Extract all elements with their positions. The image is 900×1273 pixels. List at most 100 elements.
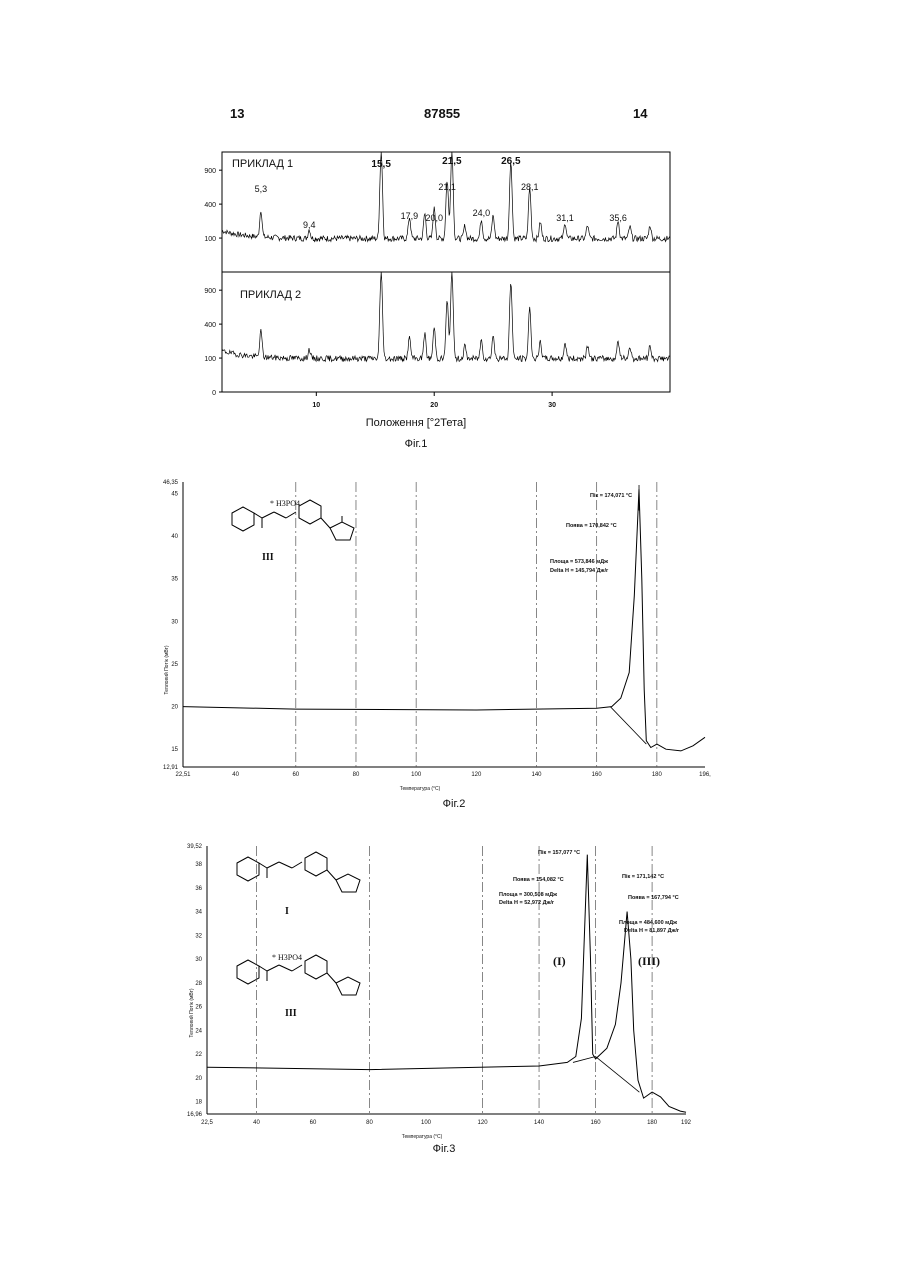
fig2-annotation: Пік = 174,071 °C [590, 493, 632, 499]
fig2-y-tick-label: 15 [171, 747, 178, 753]
fig3-annotation-I: Delta H = 52,972 Дж/г [499, 900, 555, 906]
fig1-caption: Фіг.1 [386, 438, 446, 450]
fig2-caption: Фіг.2 [424, 798, 484, 810]
fig3-y-tick-label: 18 [195, 1100, 202, 1106]
fig3-y-tick-label: 32 [195, 933, 202, 939]
fig1-pattern-line-2 [222, 272, 670, 362]
fig3-x-tick-label: 100 [421, 1120, 432, 1126]
fig3-annotation-I: Поява = 154,082 °C [513, 877, 564, 883]
fig2-dsc-curve [183, 489, 705, 751]
fig1-x-tick-label: 30 [548, 402, 556, 409]
fig2-x-tick-label: 160 [592, 772, 603, 778]
fig2-y-tick-label: 12,91 [163, 765, 179, 771]
fig3-y-tick-label: 22 [195, 1052, 202, 1058]
fig3-baseline-III [596, 1057, 640, 1093]
fig3-ylabel: Тепловий Потік (мВт) [188, 988, 195, 1037]
fig3-peak-I-label: (I) [553, 954, 566, 968]
fig1-peak-label: 17,9 [401, 211, 419, 221]
fig3-annotation-III: Пік = 171,142 °C [622, 874, 664, 880]
fig1-peak-label: 15,5 [371, 159, 391, 170]
fig2-y-tick-label: 20 [171, 705, 178, 711]
fig1-xlabel: Положення [°2Тета] [366, 417, 466, 429]
figure-3-dsc: Тепловий Потік (мВт) Температура (°C) I … [0, 838, 900, 1168]
fig3-y-tick-label: 28 [195, 981, 202, 987]
fig2-x-tick-label: 196, [699, 772, 711, 778]
fig1-peak-label: 26,5 [501, 156, 521, 167]
fig3-y-tick-label: 16,96 [187, 1112, 203, 1118]
fig3-xlabel: Температура (°C) [402, 1134, 443, 1140]
figure-1-xrd: ПРИКЛАД 1 ПРИКЛАД 2 Положення [°2Тета] 9… [0, 0, 900, 460]
fig2-y-tick-label: 30 [171, 619, 178, 625]
fig2-y-tick-label: 35 [171, 577, 178, 583]
fig3-compound-I-label: I [285, 906, 289, 917]
fig1-peak-label: 24,0 [473, 208, 491, 218]
fig3-salt-label: * H3PO4 [272, 953, 302, 962]
fig1-peak-label: 31,1 [556, 213, 574, 223]
fig3-annotation-III: Delta H = 81,897 Дж/г [624, 928, 680, 934]
fig3-structure-I [237, 852, 360, 892]
fig1-peak-label: 35,6 [609, 213, 627, 223]
fig3-annotation-I: Пік = 157,077 °C [538, 850, 580, 856]
fig2-compound-label: III [262, 552, 274, 563]
fig3-compound-III-label: III [285, 1008, 297, 1019]
fig1-peak-label: 28,1 [521, 182, 539, 192]
fig1-y-tick-label: 0 [212, 390, 216, 397]
fig3-y-tick-label: 36 [195, 886, 202, 892]
fig3-annotation-I: Площа = 300,508 мДж [499, 892, 557, 898]
fig2-x-tick-label: 100 [411, 772, 422, 778]
fig1-x-tick-label: 10 [312, 402, 320, 409]
fig2-y-tick-label: 45 [171, 492, 178, 498]
fig1-y-tick-label: 400 [204, 322, 216, 329]
fig3-peak-III-label: (III) [638, 954, 660, 968]
fig1-y-tick-label: 900 [204, 288, 216, 295]
fig2-y-tick-label: 40 [171, 534, 178, 540]
fig1-y-tick-label: 900 [204, 168, 216, 175]
fig2-x-tick-label: 140 [531, 772, 542, 778]
fig1-peak-label: 9,4 [303, 220, 316, 230]
fig2-x-tick-label: 40 [232, 772, 239, 778]
fig2-y-tick-label: 25 [171, 662, 178, 668]
fig2-annotation: Delta H = 145,794 Дж/г [550, 568, 609, 574]
fig3-caption: Фіг.3 [414, 1143, 474, 1155]
fig3-y-tick-label: 24 [195, 1028, 202, 1034]
fig3-y-tick-label: 26 [195, 1005, 202, 1011]
fig3-x-tick-label: 160 [591, 1120, 602, 1126]
fig1-y-tick-label: 100 [204, 356, 216, 363]
fig1-panel2-label: ПРИКЛАД 2 [240, 289, 301, 301]
fig3-annotation-III: Площа = 484,600 мДж [619, 920, 677, 926]
fig3-y-tick-label: 20 [195, 1076, 202, 1082]
fig3-x-tick-label: 40 [253, 1120, 260, 1126]
fig2-annotation: Площа = 573,846 мДж [550, 559, 608, 565]
fig3-x-tick-label: 192 [681, 1120, 692, 1126]
fig2-ylabel: Тепловий Потік (мВт) [163, 645, 170, 694]
fig3-annotation-III: Поява = 167,794 °C [628, 895, 679, 901]
fig1-panel1-label: ПРИКЛАД 1 [232, 158, 293, 170]
fig3-dsc-curve [207, 855, 686, 1113]
fig2-x-tick-label: 80 [353, 772, 360, 778]
fig3-x-tick-label: 180 [647, 1120, 658, 1126]
fig2-x-tick-label: 22,51 [175, 772, 191, 778]
fig3-y-tick-label: 30 [195, 957, 202, 963]
fig2-baseline [610, 707, 646, 745]
fig1-peak-label: 20,0 [425, 213, 443, 223]
fig2-x-tick-label: 120 [471, 772, 482, 778]
fig3-x-tick-label: 60 [310, 1120, 317, 1126]
fig3-y-tick-label: 39,52 [187, 844, 203, 850]
fig2-y-tick-label: 46,35 [163, 480, 179, 486]
fig1-peak-label: 21,1 [438, 182, 456, 192]
fig3-y-tick-label: 34 [195, 910, 202, 916]
fig3-x-tick-label: 80 [366, 1120, 373, 1126]
figure-2-dsc: Тепловий Потік (мВт) Температура (°C) * … [0, 470, 900, 810]
fig2-xlabel: Температура (°C) [400, 786, 441, 792]
fig1-y-tick-label: 400 [204, 202, 216, 209]
fig2-x-tick-label: 60 [292, 772, 299, 778]
fig1-peak-label: 5,3 [255, 184, 268, 194]
fig3-x-tick-label: 140 [534, 1120, 545, 1126]
fig3-x-tick-label: 22,5 [201, 1120, 213, 1126]
fig1-x-tick-label: 20 [430, 402, 438, 409]
fig3-x-tick-label: 120 [478, 1120, 489, 1126]
fig1-peak-label: 21,5 [442, 156, 462, 167]
fig3-baseline-I [573, 1057, 596, 1063]
fig2-x-tick-label: 180 [652, 772, 663, 778]
fig3-y-tick-label: 38 [195, 862, 202, 868]
